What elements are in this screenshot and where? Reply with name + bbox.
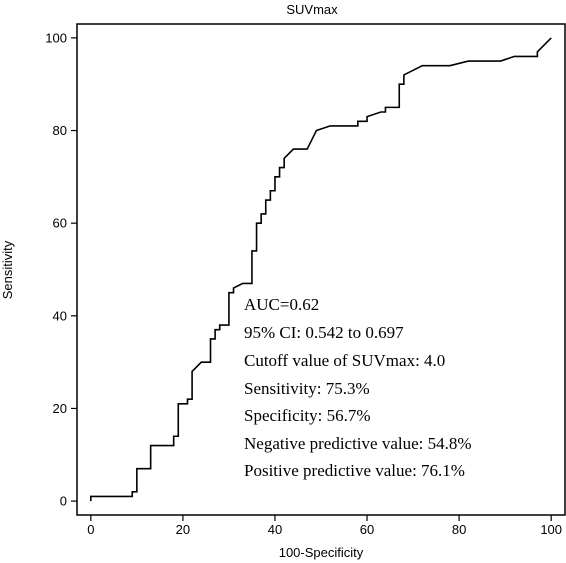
chart-title: SUVmax: [286, 2, 338, 17]
annotation-specificity: Specificity: 56.7%: [244, 406, 371, 425]
annotation-ppv: Positive predictive value: 76.1%: [244, 461, 465, 480]
annotation-sensitivity: Sensitivity: 75.3%: [244, 379, 370, 398]
axis-tick-labels: 0 20 40 60 80 100 0 20 40 60 80 100: [45, 30, 562, 537]
x-tick-label: 80: [452, 522, 466, 537]
x-tick-label: 0: [87, 522, 94, 537]
x-tick-label: 40: [268, 522, 282, 537]
roc-curve: [90, 37, 552, 502]
y-tick-label: 100: [45, 30, 67, 45]
annotation-npv: Negative predictive value: 54.8%: [244, 434, 472, 453]
y-tick-label: 60: [53, 216, 67, 231]
stats-annotation: AUC=0.62 95% CI: 0.542 to 0.697 Cutoff v…: [244, 295, 472, 480]
series-layer: [90, 37, 552, 502]
x-axis-label: 100-Specificity: [279, 545, 364, 560]
y-tick-label: 20: [53, 401, 67, 416]
annotation-cutoff: Cutoff value of SUVmax: 4.0: [244, 351, 445, 370]
annotation-ci: 95% CI: 0.542 to 0.697: [244, 323, 404, 342]
x-tick-label: 100: [540, 522, 562, 537]
y-tick-label: 80: [53, 123, 67, 138]
axis-ticks: [71, 37, 552, 521]
annotation-auc: AUC=0.62: [244, 295, 319, 314]
plot-frame: [76, 23, 566, 516]
y-tick-label: 0: [60, 494, 67, 509]
x-tick-label: 60: [360, 522, 374, 537]
y-axis-label: Sensitivity: [0, 240, 15, 299]
y-tick-label: 40: [53, 308, 67, 323]
x-tick-label: 20: [176, 522, 190, 537]
